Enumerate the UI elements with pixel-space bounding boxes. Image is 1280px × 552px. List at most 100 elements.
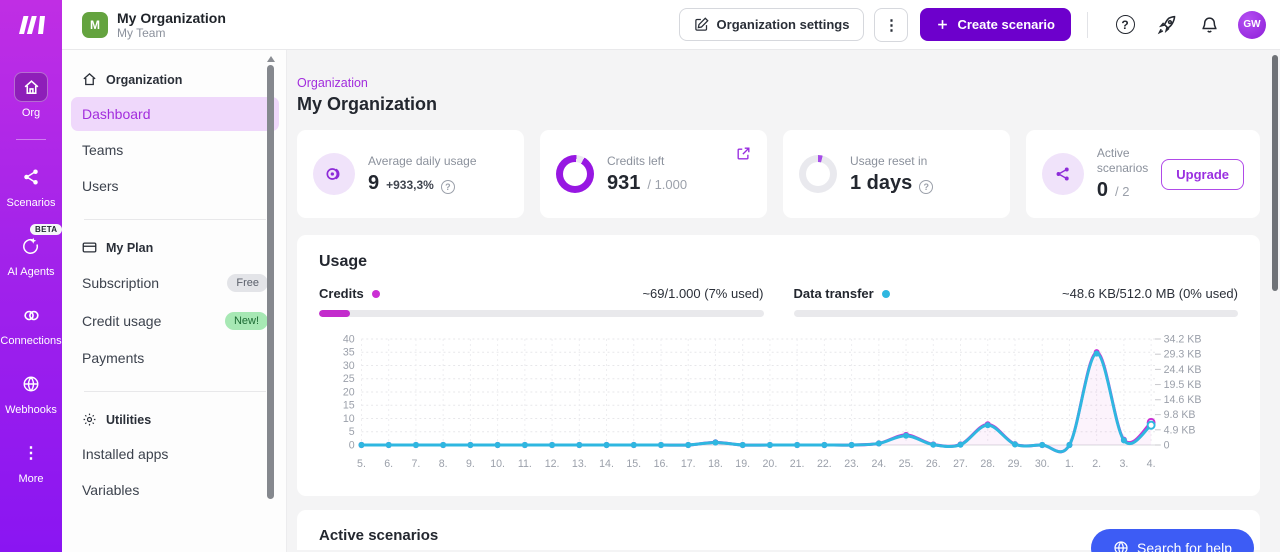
scrollbar-up-arrow[interactable]: [267, 56, 275, 62]
rail-item-more[interactable]: ⋮ More: [0, 438, 62, 485]
transfer-legend: Data transfer ~48.6 KB/512.0 MB (0% used…: [793, 286, 1238, 317]
sidebar-item-label: Variables: [82, 482, 140, 498]
svg-text:25.: 25.: [899, 458, 914, 470]
usage-panel: Usage Credits ~69/1.000 (7% used): [297, 235, 1260, 496]
credits-legend: Credits ~69/1.000 (7% used): [319, 286, 764, 317]
svg-text:26.: 26.: [926, 458, 941, 470]
plus-icon: [938, 20, 948, 29]
rail-item-webhooks[interactable]: Webhooks: [0, 369, 62, 416]
svg-text:28.: 28.: [980, 458, 995, 470]
svg-text:35: 35: [343, 347, 355, 359]
stat-cards: Average daily usage 9 +933,3% ? Credits …: [297, 130, 1260, 218]
sidebar-item-users[interactable]: Users: [71, 169, 279, 203]
gear-icon: [83, 413, 96, 426]
share-nodes-icon: [14, 162, 48, 192]
whats-new-button[interactable]: [1155, 13, 1179, 37]
sidebar-item-teams[interactable]: Teams: [71, 133, 279, 167]
help-tooltip-icon[interactable]: ?: [440, 179, 455, 194]
credits-donut: [555, 155, 594, 193]
svg-text:17.: 17.: [681, 458, 696, 470]
stat-card-average-daily-usage: Average daily usage 9 +933,3% ?: [297, 130, 524, 218]
sidebar-divider: [84, 219, 266, 220]
active-scenarios-title: Active scenarios: [319, 527, 439, 544]
svg-text:20.: 20.: [763, 458, 778, 470]
header-kebab-button[interactable]: ⋮: [874, 7, 909, 42]
rail-label: More: [18, 473, 44, 485]
svg-text:25: 25: [343, 373, 355, 385]
svg-text:5: 5: [349, 426, 355, 438]
sidebar-scrollbar[interactable]: [267, 56, 275, 508]
svg-text:14.: 14.: [599, 458, 614, 470]
svg-text:4.: 4.: [1147, 458, 1156, 470]
svg-text:1.: 1.: [1065, 458, 1074, 470]
sidebar-item-variables[interactable]: Variables: [71, 473, 279, 507]
search-for-help-button[interactable]: Search for help: [1091, 529, 1254, 552]
create-scenario-label: Create scenario: [957, 17, 1055, 32]
stat-card-credits-left: Credits left 931 / 1.000: [539, 130, 767, 218]
svg-text:27.: 27.: [953, 458, 968, 470]
sidebar-item-label: Credit usage: [82, 313, 162, 329]
section-header-label: Organization: [106, 72, 183, 87]
section-header-label: My Plan: [106, 240, 154, 255]
share-nodes-icon: [1041, 153, 1084, 195]
svg-text:2.: 2.: [1092, 458, 1101, 470]
rocket-icon: [1157, 15, 1176, 34]
main-scrollbar-thumb[interactable]: [1272, 55, 1278, 291]
upgrade-button[interactable]: Upgrade: [1161, 158, 1244, 190]
external-link-icon[interactable]: [736, 146, 751, 166]
svg-text:29.: 29.: [1008, 458, 1023, 470]
primary-nav-rail: Org Scenarios BETA AI Agents Connections: [0, 0, 63, 552]
scrollbar-thumb[interactable]: [267, 65, 274, 499]
sidebar-item-subscription[interactable]: Subscription Free: [71, 265, 279, 301]
stat-label: Credits left: [606, 153, 665, 168]
top-header: M My Organization My Team Organization s…: [62, 0, 1280, 50]
svg-text:20: 20: [343, 386, 355, 398]
stat-suffix: / 2: [1115, 184, 1130, 199]
help-icon: ?: [1115, 15, 1135, 34]
sidebar-item-payments[interactable]: Payments: [71, 341, 279, 375]
svg-text:15: 15: [343, 400, 355, 412]
globe-icon: [14, 369, 48, 399]
user-avatar[interactable]: GW: [1238, 10, 1266, 39]
notifications-button[interactable]: [1197, 13, 1221, 37]
stat-value: 1 days: [849, 171, 913, 194]
credit-card-icon: [82, 242, 97, 253]
rail-label: Webhooks: [5, 404, 57, 416]
sidebar-item-dashboard[interactable]: Dashboard: [71, 97, 279, 131]
svg-text:24.4 KB: 24.4 KB: [1164, 364, 1202, 376]
coins-icon: [313, 153, 355, 195]
links-icon: [14, 300, 48, 330]
organization-settings-label: Organization settings: [716, 17, 850, 32]
svg-text:12.: 12.: [545, 458, 560, 470]
svg-text:10: 10: [343, 413, 355, 425]
sidebar-item-label: Dashboard: [82, 106, 151, 122]
stat-value: 931: [606, 171, 641, 194]
svg-text:4.9 KB: 4.9 KB: [1164, 424, 1196, 436]
home-icon: [14, 72, 48, 102]
rail-item-org[interactable]: Org: [0, 72, 62, 119]
svg-text:30: 30: [343, 360, 355, 372]
svg-text:8.: 8.: [439, 458, 448, 470]
sidebar-item-credit-usage[interactable]: Credit usage New!: [71, 303, 279, 339]
rail-item-scenarios[interactable]: Scenarios: [0, 162, 62, 209]
org-switcher[interactable]: M My Organization My Team: [82, 10, 226, 40]
svg-text:19.5 KB: 19.5 KB: [1164, 379, 1202, 391]
sidebar-item-label: Subscription: [82, 275, 160, 291]
transfer-usage-text: ~48.6 KB/512.0 MB (0% used): [1062, 286, 1238, 301]
main-content: Organization My Organization Average dai…: [287, 50, 1280, 552]
make-logo[interactable]: [0, 0, 62, 50]
organization-settings-button[interactable]: Organization settings: [678, 8, 865, 41]
create-scenario-button[interactable]: Create scenario: [920, 8, 1071, 41]
new-badge: New!: [224, 312, 268, 330]
svg-text:22.: 22.: [817, 458, 832, 470]
help-tooltip-icon[interactable]: ?: [919, 179, 934, 194]
transfer-progress-track: [793, 310, 1238, 317]
breadcrumb[interactable]: Organization: [297, 76, 368, 90]
sidebar-item-installed-apps[interactable]: Installed apps: [71, 437, 279, 471]
rail-item-ai-agents[interactable]: BETA AI Agents: [0, 224, 63, 278]
section-header-label: Utilities: [106, 412, 152, 427]
help-button[interactable]: ?: [1113, 13, 1137, 37]
rail-item-connections[interactable]: Connections: [0, 300, 62, 347]
header-divider: [1087, 11, 1088, 38]
